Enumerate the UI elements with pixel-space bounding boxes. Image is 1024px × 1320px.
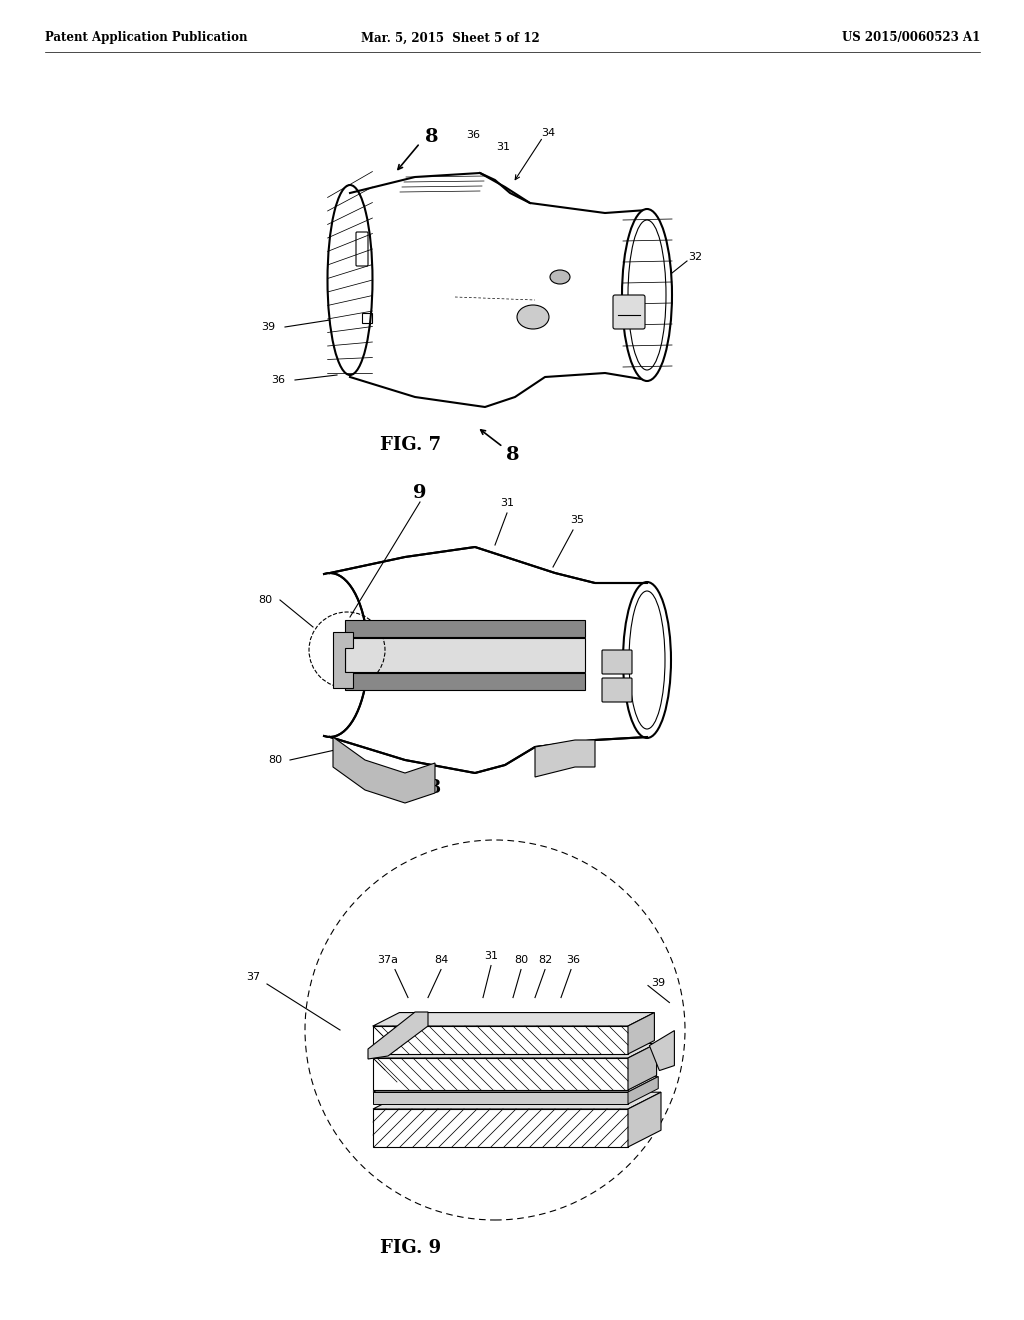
Text: 9: 9 [414,484,427,502]
Polygon shape [373,1059,628,1090]
Polygon shape [373,1026,628,1053]
Text: 39: 39 [261,322,275,333]
Polygon shape [628,1092,662,1147]
Ellipse shape [328,185,373,375]
FancyBboxPatch shape [613,294,645,329]
Polygon shape [350,173,647,407]
Bar [345,638,585,672]
Bar [362,313,372,323]
Text: 8: 8 [425,128,438,147]
Text: 37: 37 [246,972,260,982]
Polygon shape [333,632,353,688]
Ellipse shape [623,582,671,738]
Ellipse shape [517,305,549,329]
Text: 80: 80 [258,595,272,605]
Ellipse shape [622,209,672,381]
Polygon shape [373,1077,658,1092]
Bar [345,673,585,690]
Polygon shape [535,741,595,777]
Polygon shape [368,1012,428,1059]
Polygon shape [628,1012,654,1053]
Text: 8: 8 [506,446,520,465]
Text: 36: 36 [466,129,480,140]
Bar [345,620,585,638]
Text: 37a: 37a [378,954,398,965]
Text: FIG. 8: FIG. 8 [380,779,441,797]
Text: 84: 84 [434,954,449,965]
Polygon shape [373,1092,628,1104]
Polygon shape [373,1012,654,1026]
Text: 39: 39 [651,978,665,987]
Text: 36: 36 [271,375,285,385]
Polygon shape [373,1109,628,1147]
Text: FIG. 7: FIG. 7 [380,436,441,454]
Text: 31: 31 [496,143,510,152]
Text: 80: 80 [268,755,282,766]
Polygon shape [649,1031,675,1071]
Text: 31: 31 [484,950,498,961]
Text: 82: 82 [538,954,552,965]
Polygon shape [373,1043,656,1059]
FancyBboxPatch shape [602,678,632,702]
Text: 34: 34 [541,128,555,139]
Text: 80: 80 [514,954,528,965]
Ellipse shape [550,271,570,284]
Text: 31: 31 [500,498,514,508]
Text: FIG. 9: FIG. 9 [380,1239,441,1257]
Text: 35: 35 [570,515,584,525]
Polygon shape [373,1092,662,1109]
Polygon shape [628,1043,656,1090]
Polygon shape [330,546,647,774]
Text: Patent Application Publication: Patent Application Publication [45,32,248,45]
Text: 36: 36 [566,954,580,965]
Text: 32: 32 [688,252,702,261]
Text: Mar. 5, 2015  Sheet 5 of 12: Mar. 5, 2015 Sheet 5 of 12 [360,32,540,45]
Text: US 2015/0060523 A1: US 2015/0060523 A1 [842,32,980,45]
FancyBboxPatch shape [602,649,632,675]
Polygon shape [333,737,435,803]
Polygon shape [628,1077,658,1104]
